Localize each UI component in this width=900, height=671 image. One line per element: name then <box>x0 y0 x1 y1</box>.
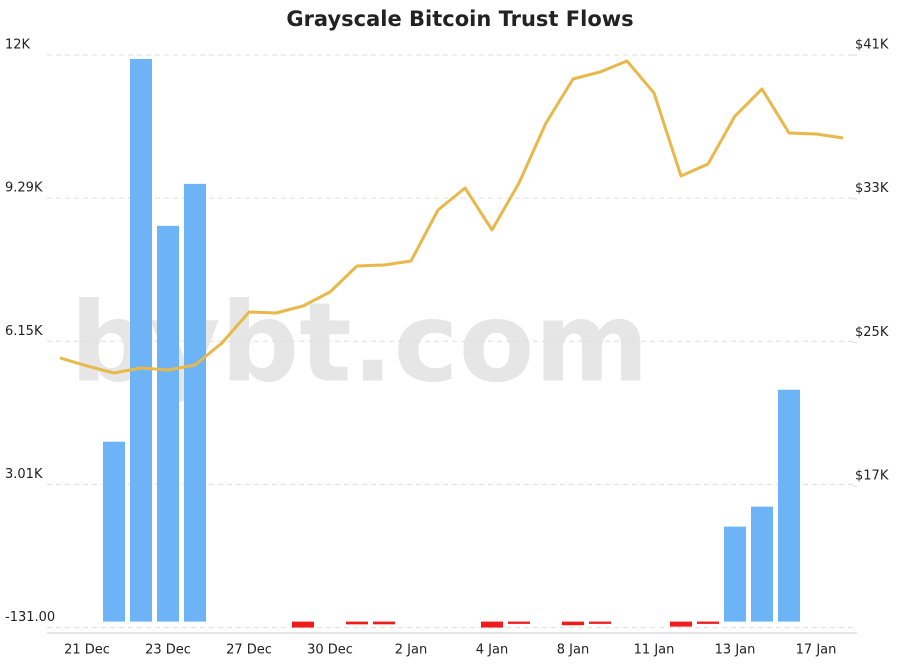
bar <box>346 621 368 625</box>
price-line <box>59 59 844 375</box>
x-tick-label: 23 Dec <box>145 643 191 658</box>
chart-title: Grayscale Bitcoin Trust Flows <box>286 7 633 31</box>
bar <box>697 621 719 624</box>
bar <box>670 621 692 627</box>
bar <box>778 389 800 622</box>
y2-tick-label: $25K <box>855 325 889 340</box>
bar <box>184 183 206 622</box>
bar <box>103 441 125 622</box>
y-tick-label: 3.01K <box>5 467 43 482</box>
x-tick-label: 30 Dec <box>307 643 353 658</box>
x-tick-label: 11 Jan <box>634 643 675 658</box>
x-tick-label: 4 Jan <box>476 643 508 658</box>
bar <box>373 621 395 625</box>
x-tick-label: 2 Jan <box>395 643 427 658</box>
watermark: bybt.com <box>70 278 649 406</box>
y-tick-label: 12K <box>5 38 31 53</box>
bar <box>130 58 152 622</box>
bar <box>481 621 503 628</box>
x-tick-label: 21 Dec <box>64 643 110 658</box>
bar <box>508 621 530 624</box>
x-tick-label: 13 Jan <box>715 643 756 658</box>
x-tick-label: 8 Jan <box>557 643 589 658</box>
x-tick-label: 27 Dec <box>226 643 272 658</box>
bar <box>157 225 179 622</box>
y2-tick-label: $17K <box>855 469 889 484</box>
y-tick-label: -131.00 <box>5 610 55 625</box>
y-tick-label: 6.15K <box>5 324 43 339</box>
y2-tick-label: $41K <box>855 38 889 53</box>
bar <box>292 621 314 628</box>
bar <box>724 526 746 622</box>
bar <box>751 506 773 622</box>
bar <box>589 621 611 624</box>
bar <box>562 621 584 626</box>
y2-tick-label: $33K <box>855 181 889 196</box>
y-tick-label: 9.29K <box>5 181 43 196</box>
x-tick-label: 17 Jan <box>796 643 837 658</box>
